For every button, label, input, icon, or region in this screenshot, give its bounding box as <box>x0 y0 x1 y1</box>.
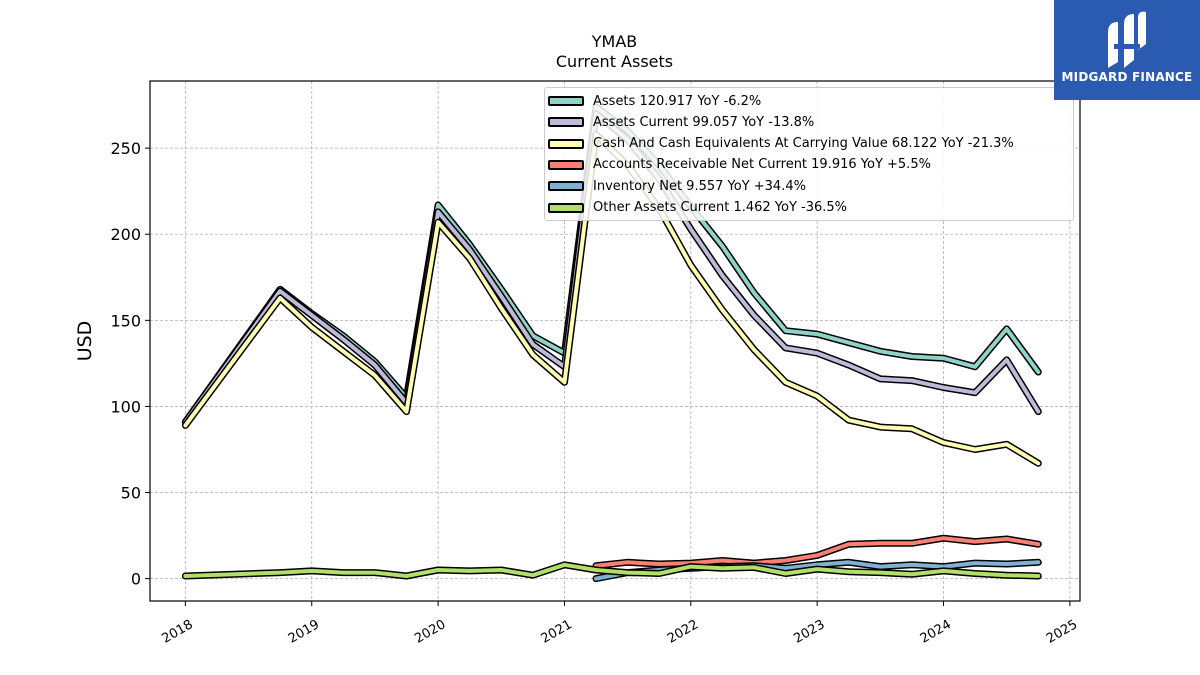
x-tick-label: 2019 <box>286 617 322 647</box>
x-tick-label: 2020 <box>412 617 448 647</box>
chart-subtitle: Current Assets <box>555 52 674 71</box>
midgard-finance-logo: MIDGARD FINANCE <box>1054 0 1200 100</box>
legend-item: Cash And Cash Equivalents At Carrying Va… <box>545 134 1014 154</box>
legend-swatch <box>548 181 584 192</box>
y-tick-label: 150 <box>110 311 141 330</box>
logo-mark-icon <box>1108 11 1146 68</box>
legend-swatch <box>548 138 584 149</box>
y-tick-label: 200 <box>110 225 141 244</box>
legend-item: Assets Current 99.057 YoY -13.8% <box>545 112 814 132</box>
x-tick-label: 2021 <box>539 617 575 647</box>
series-accounts-receivable-net-current <box>592 534 1042 570</box>
x-tick-label: 2018 <box>160 617 196 647</box>
legend-item: Accounts Receivable Net Current 19.916 Y… <box>545 155 931 175</box>
legend-swatch <box>548 159 584 170</box>
legend-label: Cash And Cash Equivalents At Carrying Va… <box>593 136 1014 152</box>
x-axis-ticks: 2018 2019 2020 2021 2022 2023 2024 2025 <box>160 601 1080 647</box>
legend-item: Other Assets Current 1.462 YoY -36.5% <box>545 198 847 218</box>
legend-label: Accounts Receivable Net Current 19.916 Y… <box>593 157 931 173</box>
legend-label: Assets Current 99.057 YoY -13.8% <box>593 114 815 130</box>
x-tick-label: 2024 <box>918 617 954 647</box>
legend-label: Inventory Net 9.557 YoY +34.4% <box>593 178 806 194</box>
series-line <box>594 536 1041 568</box>
legend-item: Inventory Net 9.557 YoY +34.4% <box>545 176 806 196</box>
y-axis-ticks: 0 50 100 150 200 250 <box>110 139 150 589</box>
x-tick-label: 2025 <box>1044 617 1080 647</box>
plot-frame <box>149 80 1081 602</box>
series-other-assets-current <box>181 561 1042 580</box>
legend-label: Other Assets Current 1.462 YoY -36.5% <box>593 200 848 215</box>
legend-item: Assets 120.917 YoY -6.2% <box>545 91 761 111</box>
legend-swatch <box>548 202 584 213</box>
x-tick-label: 2023 <box>791 617 827 647</box>
chart-title: YMAB <box>591 32 638 51</box>
y-tick-label: 250 <box>110 139 141 158</box>
legend-swatch <box>548 96 584 106</box>
legend-label: Assets 120.917 YoY -6.2% <box>593 93 762 109</box>
y-tick-label: 50 <box>121 484 141 503</box>
y-tick-label: 0 <box>131 570 141 589</box>
legend: Assets 120.917 YoY -6.2% Assets Current 9… <box>544 87 1074 221</box>
y-tick-label: 100 <box>110 397 141 416</box>
x-tick-label: 2022 <box>665 617 701 647</box>
y-axis-label: USD <box>74 321 96 362</box>
series-line <box>183 562 1041 578</box>
legend-swatch <box>548 117 584 128</box>
series-layer <box>181 103 1042 583</box>
logo-text: MIDGARD FINANCE <box>1061 70 1193 84</box>
